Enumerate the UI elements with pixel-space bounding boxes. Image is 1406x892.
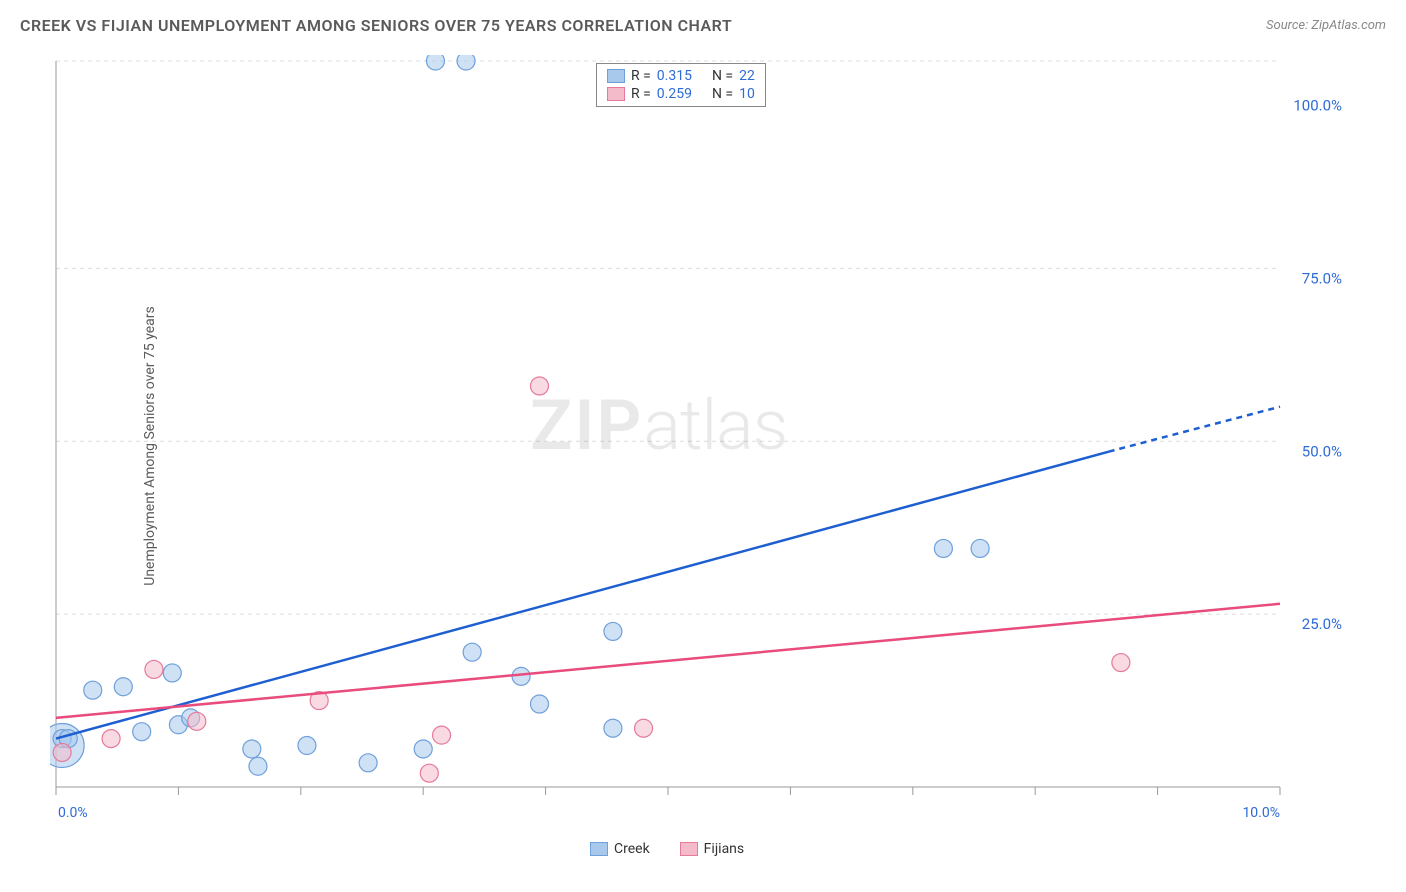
legend-swatch: [607, 69, 625, 83]
legend-series: Creek Fijians: [590, 841, 744, 857]
svg-text:75.0%: 75.0%: [1302, 269, 1342, 287]
legend-n-label: N =: [712, 86, 733, 102]
svg-text:10.0%: 10.0%: [1242, 805, 1280, 821]
legend-series-label: Creek: [614, 841, 650, 857]
legend-r-label: R =: [631, 68, 651, 84]
legend-r-label: R =: [631, 86, 651, 102]
legend-series-item: Fijians: [680, 841, 744, 857]
legend-correlation-row: R = 0.315 N = 22: [607, 68, 755, 84]
legend-series-item: Creek: [590, 841, 650, 857]
chart-title: CREEK VS FIJIAN UNEMPLOYMENT AMONG SENIO…: [20, 16, 732, 35]
legend-correlation: R = 0.315 N = 22 R = 0.259 N = 10: [596, 63, 766, 107]
legend-n-value: 22: [739, 68, 755, 84]
source-label: Source: ZipAtlas.com: [1266, 18, 1386, 33]
legend-swatch: [590, 842, 608, 856]
plot-container: 0.0%10.0%25.0%50.0%75.0%100.0% ZIPatlas …: [50, 55, 1350, 835]
svg-text:25.0%: 25.0%: [1302, 615, 1342, 633]
legend-swatch: [607, 87, 625, 101]
legend-r-value: 0.259: [657, 86, 692, 102]
legend-r-value: 0.315: [657, 68, 692, 84]
svg-text:50.0%: 50.0%: [1302, 442, 1342, 460]
legend-series-label: Fijians: [704, 841, 744, 857]
scatter-plot: 0.0% 10.0% 25.0% 50.0% 75.0% 100.0%: [50, 55, 1350, 835]
legend-correlation-row: R = 0.259 N = 10: [607, 86, 755, 102]
svg-text:0.0%: 0.0%: [58, 805, 88, 821]
legend-n-label: N =: [712, 68, 733, 84]
legend-n-value: 10: [739, 86, 755, 102]
chart-header: CREEK VS FIJIAN UNEMPLOYMENT AMONG SENIO…: [20, 16, 1386, 35]
svg-text:100.0%: 100.0%: [1293, 97, 1342, 115]
legend-swatch: [680, 842, 698, 856]
